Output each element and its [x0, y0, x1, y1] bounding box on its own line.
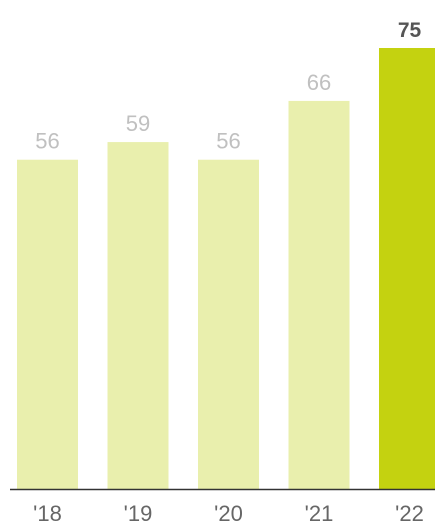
bar-0: [17, 159, 78, 489]
value-label-1: 59: [126, 111, 150, 136]
tick-label-2: '20: [214, 501, 243, 525]
tick-label-1: '19: [124, 501, 153, 525]
tick-label-3: '21: [305, 501, 334, 525]
tick-label-4: '22: [395, 501, 424, 525]
value-label-2: 56: [216, 129, 240, 154]
value-label-3: 66: [307, 70, 331, 95]
tick-label-0: '18: [33, 501, 62, 525]
value-label-0: 56: [35, 129, 59, 154]
value-label-4: 75: [398, 19, 422, 42]
bar-2: [198, 159, 259, 489]
bar-1: [107, 142, 169, 489]
value-labels-group: 56 59 56 66 75: [35, 19, 421, 154]
tick-labels-group: '18 '19 '20 '21 '22: [33, 501, 424, 525]
bar-3: [288, 100, 350, 490]
bar-4: [379, 48, 435, 489]
bars-group: [17, 48, 435, 490]
